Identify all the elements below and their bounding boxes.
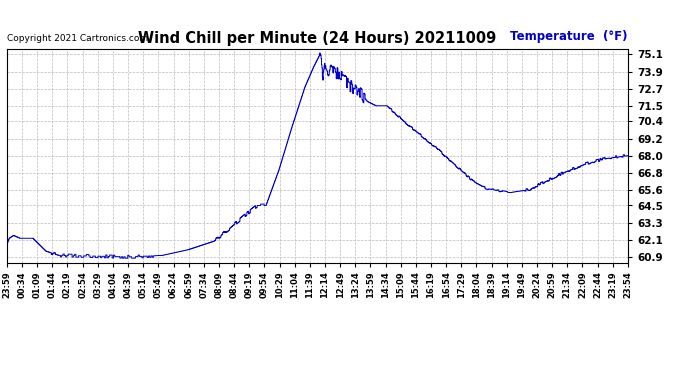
Text: Copyright 2021 Cartronics.com: Copyright 2021 Cartronics.com — [7, 34, 148, 44]
Title: Wind Chill per Minute (24 Hours) 20211009: Wind Chill per Minute (24 Hours) 2021100… — [138, 31, 497, 46]
Text: Temperature  (°F): Temperature (°F) — [511, 30, 628, 44]
